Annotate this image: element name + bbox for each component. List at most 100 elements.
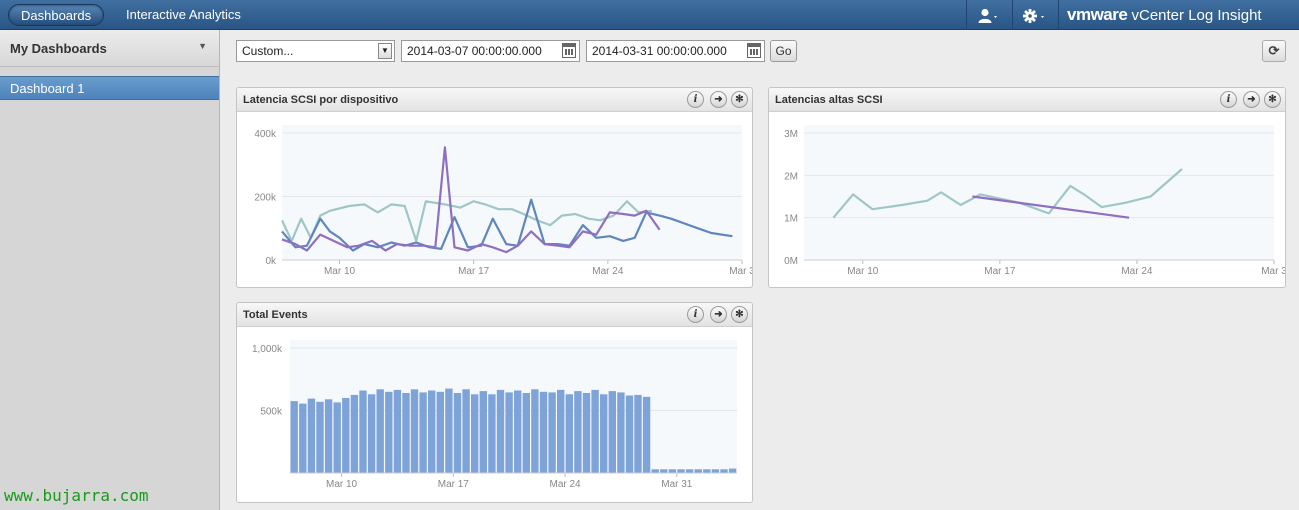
bar [720, 469, 728, 474]
chart-area: 0k 200k 400k Mar 10 Mar 17 Mar 24 Mar 3 [237, 112, 752, 287]
calendar-icon[interactable] [562, 43, 576, 58]
x-tick-label: Mar 31 [661, 479, 693, 490]
widget-header: Latencias altas SCSI i ➜ ✻ [769, 88, 1285, 112]
x-tick-label: Mar 17 [438, 479, 470, 490]
bar [514, 390, 522, 473]
info-icon[interactable]: i [687, 306, 704, 323]
bar [333, 402, 341, 473]
y-tick-label: 1M [784, 214, 798, 225]
bar [685, 469, 694, 474]
bar [462, 389, 470, 474]
bar [539, 391, 548, 474]
x-tick-label: Mar 24 [550, 479, 582, 490]
widget-total-events: Total Events i ➜ ✻ 500k 1,000k Mar 10 Mar 1… [236, 302, 753, 503]
y-tick-label: 2M [784, 171, 798, 182]
bar [359, 390, 367, 473]
x-tick-label: Mar 3 [729, 266, 752, 277]
info-icon[interactable]: i [687, 91, 704, 108]
bar [677, 469, 685, 474]
top-nav-bar: Dashboards Interactive Analytics vmware … [0, 0, 1299, 30]
bar [660, 469, 668, 474]
bar [591, 389, 599, 473]
bar [290, 401, 298, 473]
bar [453, 393, 462, 473]
bar [471, 394, 479, 474]
x-tick-label: Mar 10 [326, 479, 358, 490]
gear-icon[interactable]: ✻ [731, 306, 748, 323]
bar [479, 391, 487, 473]
watermark: www.bujarra.com [4, 486, 149, 505]
vmware-logo: vmware [1067, 5, 1128, 24]
y-tick-label: 0k [265, 256, 277, 267]
product-name: vCenter Log Insight [1131, 7, 1262, 24]
plot-background [804, 125, 1274, 260]
bar [428, 390, 436, 473]
arrow-right-icon[interactable]: ➜ [1243, 91, 1260, 108]
bar [324, 399, 333, 474]
bar [642, 396, 651, 474]
widget-header: Latencia SCSI por dispositivo i ➜ ✻ [237, 88, 752, 112]
bar [617, 392, 625, 473]
chart-area: 500k 1,000k Mar 10 Mar 17 Mar 24 Mar 31 [237, 327, 752, 502]
bar [505, 392, 513, 473]
go-button[interactable]: Go [770, 40, 797, 62]
end-date-field[interactable]: 2014-03-31 00:00:00.000 [586, 40, 765, 62]
refresh-icon: ⟳ [1268, 43, 1280, 58]
series-line [281, 146, 661, 254]
bar [668, 469, 677, 474]
x-tick-label: Mar 24 [1121, 266, 1153, 277]
start-date-field[interactable]: 2014-03-07 00:00:00.000 [401, 40, 580, 62]
tab-dashboards[interactable]: Dashboards [8, 4, 105, 26]
x-tick-label: Mar 17 [458, 266, 490, 277]
bar [651, 469, 659, 474]
user-icon [978, 9, 997, 24]
time-range-select[interactable]: Custom... ▼ [236, 40, 395, 62]
bar [694, 469, 702, 474]
bar [402, 393, 410, 473]
settings-menu-button[interactable] [1012, 0, 1056, 30]
arrow-right-icon[interactable]: ➜ [710, 306, 727, 323]
y-tick-label: 500k [260, 407, 283, 418]
bar [376, 389, 384, 474]
series-line [972, 195, 1130, 219]
widget-title: Latencia SCSI por dispositivo [243, 94, 399, 106]
user-menu-button[interactable] [966, 0, 1010, 30]
calendar-icon[interactable] [747, 43, 761, 58]
bar [557, 389, 565, 473]
y-tick-label: 1,000k [252, 344, 283, 355]
bar [350, 394, 359, 473]
chevron-down-icon[interactable]: ▼ [198, 41, 207, 51]
info-icon[interactable]: i [1220, 91, 1237, 108]
gear-icon[interactable]: ✻ [731, 91, 748, 108]
bar [342, 398, 350, 473]
bar [608, 391, 616, 473]
sidebar-item-dashboard-1[interactable]: Dashboard 1 [0, 76, 219, 100]
bar [625, 395, 634, 473]
bar [531, 389, 539, 474]
widget-header: Total Events i ➜ ✻ [237, 303, 752, 327]
refresh-button[interactable]: ⟳ [1262, 40, 1286, 62]
end-date-value: 2014-03-31 00:00:00.000 [592, 44, 727, 58]
x-tick-label: Mar 24 [592, 266, 624, 277]
sidebar: My Dashboards ▼ Dashboard 1 www.bujarra.… [0, 30, 220, 510]
y-tick-label: 0M [784, 256, 798, 267]
bar [410, 389, 419, 474]
gear-icon[interactable]: ✻ [1264, 91, 1281, 108]
widget-title: Latencias altas SCSI [775, 94, 883, 106]
bar [600, 394, 608, 474]
bar [711, 469, 720, 474]
bar [393, 389, 402, 473]
tab-interactive-analytics[interactable]: Interactive Analytics [126, 7, 241, 22]
series-line [281, 200, 653, 242]
widget-latencia-scsi: Latencia SCSI por dispositivo i ➜ ✻ 0k 20… [236, 87, 753, 288]
bar [728, 468, 737, 473]
arrow-right-icon[interactable]: ➜ [710, 91, 727, 108]
bar [548, 392, 556, 473]
bar [299, 403, 307, 473]
bar [582, 393, 591, 473]
dropdown-arrow-icon[interactable]: ▼ [378, 43, 392, 59]
time-range-value: Custom... [242, 44, 294, 58]
bar [634, 394, 642, 473]
my-dashboards-header[interactable]: My Dashboards ▼ [0, 30, 219, 67]
widget-latencias-altas: Latencias altas SCSI i ➜ ✻ 0M 1M 2M 3M Mar 1… [768, 87, 1286, 288]
